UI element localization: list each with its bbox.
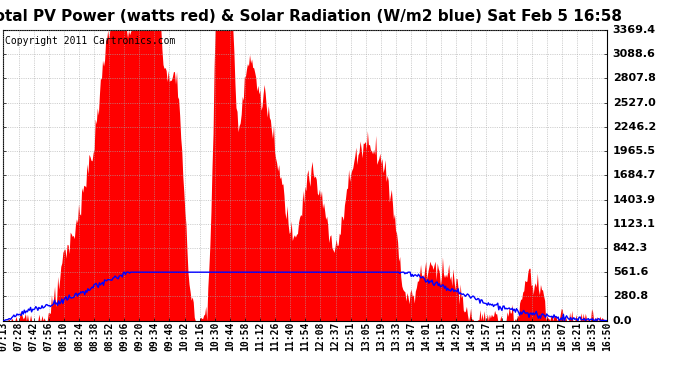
- Text: Copyright 2011 Cartronics.com: Copyright 2011 Cartronics.com: [6, 36, 176, 46]
- Text: 280.8: 280.8: [613, 291, 648, 302]
- Text: 1684.7: 1684.7: [613, 170, 656, 180]
- Text: 2527.0: 2527.0: [613, 98, 656, 108]
- Text: 1965.5: 1965.5: [613, 146, 656, 156]
- Text: Total PV Power (watts red) & Solar Radiation (W/m2 blue) Sat Feb 5 16:58: Total PV Power (watts red) & Solar Radia…: [0, 9, 622, 24]
- Text: 2807.8: 2807.8: [613, 74, 656, 84]
- Text: 3369.4: 3369.4: [613, 25, 656, 35]
- Text: 1403.9: 1403.9: [613, 195, 656, 204]
- Text: 842.3: 842.3: [613, 243, 648, 253]
- Text: 1123.1: 1123.1: [613, 219, 656, 229]
- Text: 0.0: 0.0: [613, 316, 632, 326]
- Text: 561.6: 561.6: [613, 267, 648, 277]
- Text: 2246.2: 2246.2: [613, 122, 656, 132]
- Text: 3088.6: 3088.6: [613, 49, 656, 59]
